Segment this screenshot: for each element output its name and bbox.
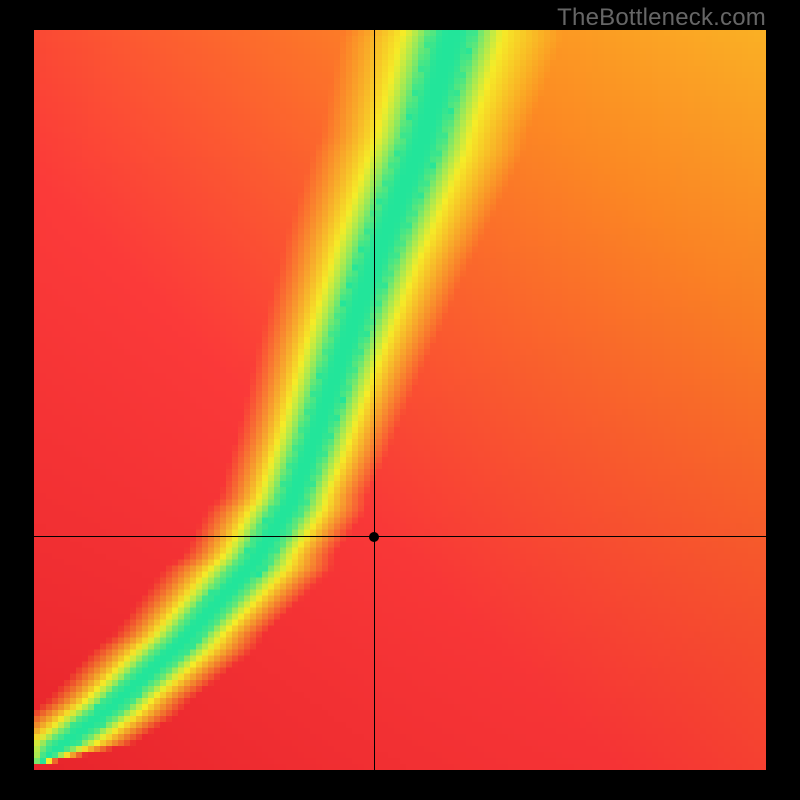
heatmap-canvas xyxy=(34,30,766,770)
plot-area xyxy=(34,30,766,770)
crosshair-vertical xyxy=(374,30,375,770)
crosshair-horizontal xyxy=(34,536,766,537)
watermark-text: TheBottleneck.com xyxy=(557,4,766,32)
frame: TheBottleneck.com xyxy=(0,0,800,800)
